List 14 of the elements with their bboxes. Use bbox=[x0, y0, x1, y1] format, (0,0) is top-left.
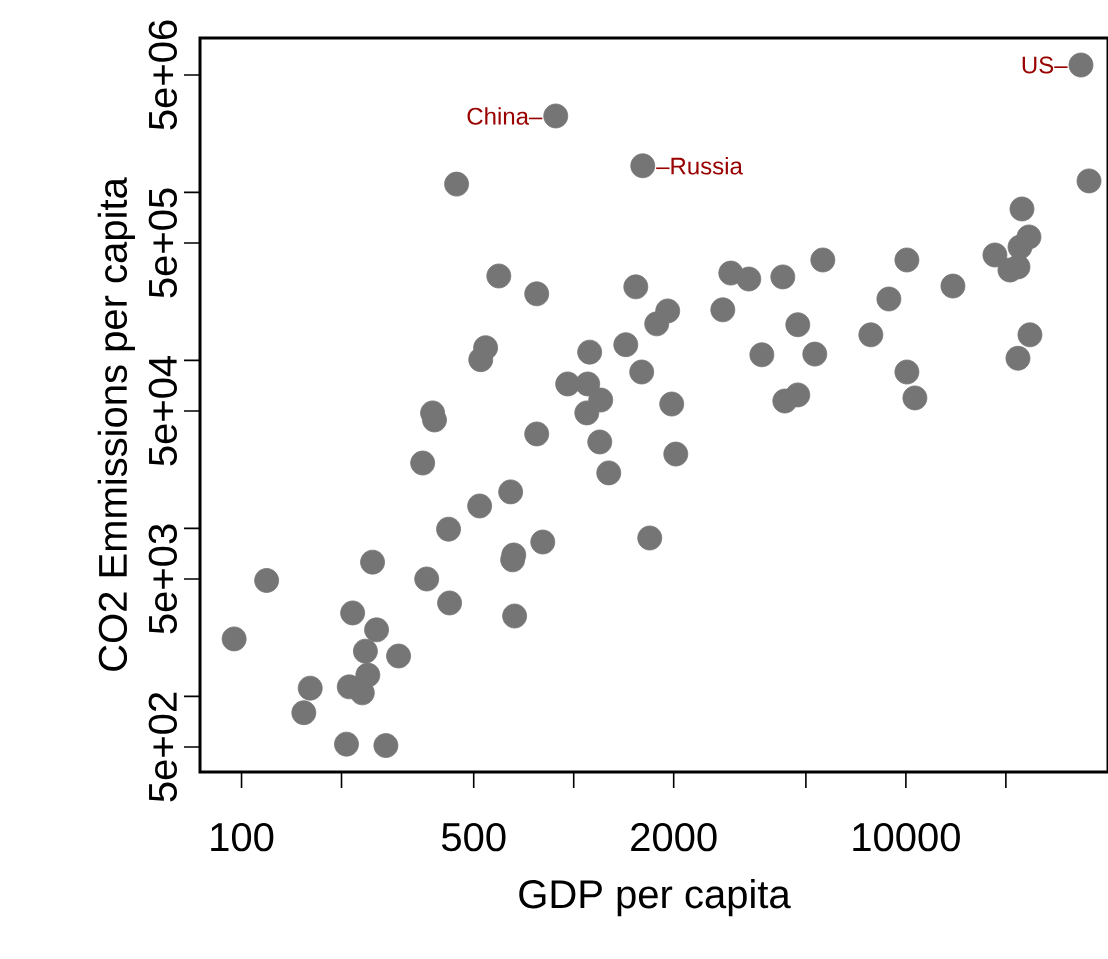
x-axis-title: GDP per capita bbox=[519, 879, 791, 917]
y-tick-label: 5e+02 bbox=[148, 692, 177, 802]
y-tick-label: 5e+06 bbox=[148, 20, 177, 130]
x-tick-label: 10000 bbox=[853, 822, 960, 852]
y-tick-label: 5e+04 bbox=[148, 356, 177, 466]
y-tick-label: 5e+05 bbox=[148, 188, 177, 298]
x-tick-label: 2000 bbox=[631, 822, 717, 852]
annotation: China– bbox=[467, 107, 543, 125]
y-axis-title: CO2 Emmissions per capita bbox=[97, 177, 135, 671]
x-tick-label: 100 bbox=[211, 822, 274, 852]
annotation: US– bbox=[1022, 56, 1068, 74]
y-tick-label: 5e+03 bbox=[148, 524, 177, 634]
annotation: –Russia bbox=[656, 156, 743, 175]
x-tick-label: 500 bbox=[441, 822, 506, 852]
